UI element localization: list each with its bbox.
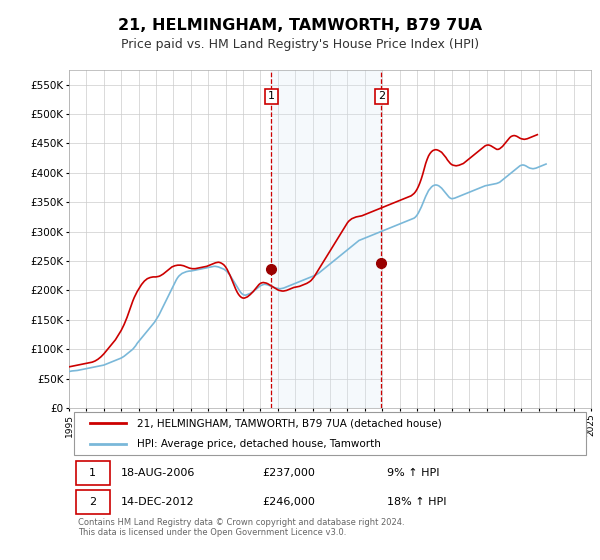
Text: £246,000: £246,000 [262,497,315,507]
FancyBboxPatch shape [76,461,110,484]
FancyBboxPatch shape [74,412,586,455]
Text: 2: 2 [378,91,385,101]
Text: 9% ↑ HPI: 9% ↑ HPI [388,468,440,478]
Text: 21, HELMINGHAM, TAMWORTH, B79 7UA (detached house): 21, HELMINGHAM, TAMWORTH, B79 7UA (detac… [137,418,442,428]
Text: Contains HM Land Registry data © Crown copyright and database right 2024.
This d: Contains HM Land Registry data © Crown c… [79,517,405,537]
Text: 2: 2 [89,497,97,507]
Text: 14-DEC-2012: 14-DEC-2012 [121,497,195,507]
Text: £237,000: £237,000 [262,468,315,478]
Text: Price paid vs. HM Land Registry's House Price Index (HPI): Price paid vs. HM Land Registry's House … [121,38,479,52]
Text: HPI: Average price, detached house, Tamworth: HPI: Average price, detached house, Tamw… [137,439,381,449]
Bar [271,70,382,408]
Text: 18-AUG-2006: 18-AUG-2006 [121,468,196,478]
Text: 21, HELMINGHAM, TAMWORTH, B79 7UA: 21, HELMINGHAM, TAMWORTH, B79 7UA [118,18,482,32]
Text: 18% ↑ HPI: 18% ↑ HPI [388,497,447,507]
Text: 1: 1 [89,468,96,478]
Text: 1: 1 [268,91,275,101]
FancyBboxPatch shape [76,490,110,514]
